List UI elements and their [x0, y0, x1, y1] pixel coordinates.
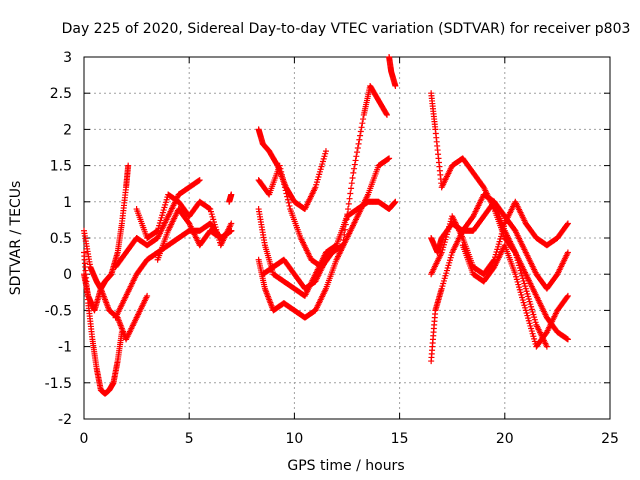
series-track-a — [81, 162, 132, 292]
y-axis-label: SDTVAR / TECUs — [8, 181, 24, 296]
data-point — [284, 193, 291, 200]
series-track-b — [81, 249, 125, 397]
data-point — [341, 231, 348, 238]
series-track-i — [255, 126, 329, 213]
series-track-n — [386, 54, 399, 89]
data-point — [340, 237, 347, 244]
data-point — [286, 202, 293, 209]
data-point — [283, 190, 290, 197]
data-point — [339, 242, 346, 249]
data-point — [342, 221, 349, 228]
y-tick-label: -2 — [58, 412, 72, 428]
data-point — [350, 169, 357, 176]
data-point — [392, 82, 399, 89]
data-point — [564, 336, 571, 343]
data-point — [564, 221, 571, 228]
data-point — [278, 168, 285, 175]
data-point — [125, 162, 132, 169]
y-tick-label: 2.5 — [50, 86, 72, 102]
data-point — [564, 249, 571, 256]
data-point — [277, 165, 284, 172]
data-point — [285, 199, 292, 206]
x-tick-label: 10 — [285, 431, 303, 447]
data-point — [196, 177, 203, 184]
data-point — [333, 242, 340, 249]
y-tick-label: 3 — [63, 50, 72, 66]
data-point — [332, 243, 339, 250]
chart-title: Day 225 of 2020, Sidereal Day-to-day VTE… — [62, 21, 631, 37]
x-tick-label: 5 — [185, 431, 194, 447]
data-point — [386, 155, 393, 162]
data-point — [228, 227, 235, 234]
y-tick-label: 2 — [63, 122, 72, 138]
x-tick-label: 20 — [496, 431, 514, 447]
data-point — [383, 110, 390, 117]
data-point — [345, 200, 352, 207]
data-point — [281, 181, 288, 188]
y-tick-label: 1.5 — [50, 159, 72, 175]
data-point — [359, 120, 366, 127]
data-point — [284, 196, 291, 203]
data-point — [228, 220, 235, 227]
data-point — [564, 293, 571, 300]
y-tick-label: 0 — [63, 267, 72, 283]
data-point — [349, 175, 356, 182]
y-tick-label: -0.5 — [45, 303, 72, 319]
data-point — [360, 116, 367, 123]
data-points — [81, 54, 571, 397]
y-tick-label: 1 — [63, 195, 72, 211]
y-tick-label: -1.5 — [45, 376, 72, 392]
data-point — [351, 161, 358, 168]
data-point — [357, 132, 364, 139]
axes: 0 5 10 15 20 25 -2 -1.5 -1 -0.5 0 0.5 1 1.5 2 2.5 3 — [45, 50, 619, 447]
data-point — [346, 195, 353, 202]
data-point — [383, 111, 390, 118]
series-track-h — [226, 191, 235, 205]
data-point — [279, 175, 286, 182]
data-point — [355, 140, 362, 147]
y-tick-label: 0.5 — [50, 231, 72, 247]
data-point — [348, 185, 355, 192]
data-point — [354, 145, 361, 152]
data-point — [357, 128, 364, 135]
data-point — [322, 148, 329, 155]
x-tick-label: 0 — [80, 431, 89, 447]
data-point — [392, 198, 399, 205]
data-point — [144, 292, 151, 299]
data-point — [280, 178, 287, 185]
data-point — [343, 216, 350, 223]
data-point — [564, 220, 571, 227]
data-point — [358, 124, 365, 131]
series-track-p — [428, 191, 571, 292]
data-point — [348, 180, 355, 187]
data-point — [282, 187, 289, 194]
data-point — [347, 190, 354, 197]
data-point — [228, 191, 235, 198]
data-point — [344, 211, 351, 218]
data-point — [345, 206, 352, 213]
data-point — [564, 292, 571, 299]
data-point — [353, 153, 360, 160]
series-track-m — [259, 242, 340, 292]
y-tick-label: -1 — [58, 340, 72, 356]
data-point — [351, 165, 358, 172]
data-point — [356, 136, 363, 143]
x-tick-label: 15 — [391, 431, 409, 447]
data-point — [543, 343, 550, 350]
x-axis-label: GPS time / hours — [287, 458, 404, 474]
series-track-g — [154, 206, 235, 263]
data-point — [352, 157, 359, 164]
data-point — [342, 226, 349, 233]
series-track-r — [428, 198, 550, 365]
series-track-l — [255, 82, 390, 270]
data-point — [276, 162, 283, 169]
x-tick-label: 25 — [601, 431, 619, 447]
data-point — [281, 184, 288, 191]
data-point — [278, 171, 285, 178]
series-track-s — [459, 242, 571, 350]
data-point — [354, 149, 361, 156]
